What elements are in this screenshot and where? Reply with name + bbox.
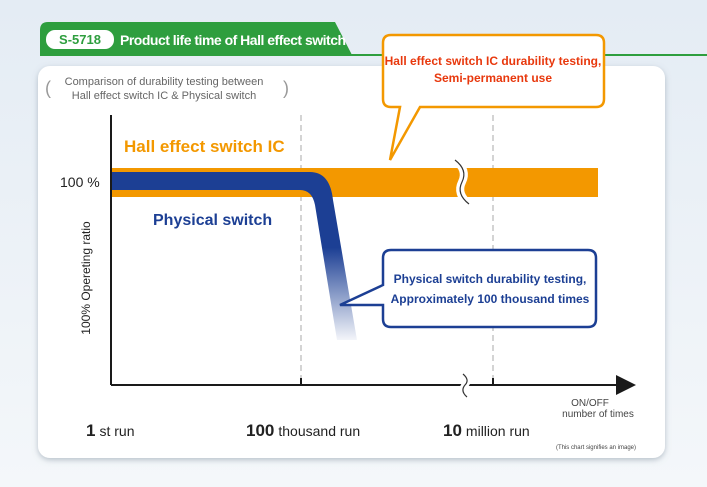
callout-text: Physical switch durability testing, xyxy=(394,272,587,286)
panel xyxy=(38,66,665,458)
badge-text: S-5718 xyxy=(59,32,101,47)
y-level-label: 100 % xyxy=(60,174,100,190)
subtitle: Hall effect switch IC & Physical switch xyxy=(72,90,256,102)
header-title: Product life time of Hall effect switch xyxy=(120,32,346,48)
physical-line xyxy=(111,172,357,340)
y-axis-label: 100% Opereting ratio xyxy=(79,221,93,335)
note: (This chart signifies an image) xyxy=(556,445,636,451)
physical-label: Physical switch xyxy=(153,212,272,229)
hall-callout xyxy=(381,33,606,161)
break xyxy=(454,159,470,205)
callout-text: Semi-permanent use xyxy=(434,71,552,85)
paren: ) xyxy=(283,78,289,98)
header-tab xyxy=(40,22,352,55)
x-axis-label: ON/OFF xyxy=(571,398,609,409)
x-axis-label: number of times xyxy=(562,409,634,420)
subtitle: Comparison of durability testing between xyxy=(65,76,264,88)
x-tick-label: 10 million run xyxy=(443,421,530,440)
physical-callout xyxy=(339,248,598,329)
callout-text: Hall effect switch IC durability testing… xyxy=(385,54,602,68)
break xyxy=(462,373,468,398)
paren: ( xyxy=(45,78,51,98)
callout-text: Approximately 100 thousand times xyxy=(391,292,590,306)
badge xyxy=(46,30,114,49)
hall-label: Hall effect switch IC xyxy=(124,137,285,156)
x-tick-label: 100 thousand run xyxy=(246,421,360,440)
